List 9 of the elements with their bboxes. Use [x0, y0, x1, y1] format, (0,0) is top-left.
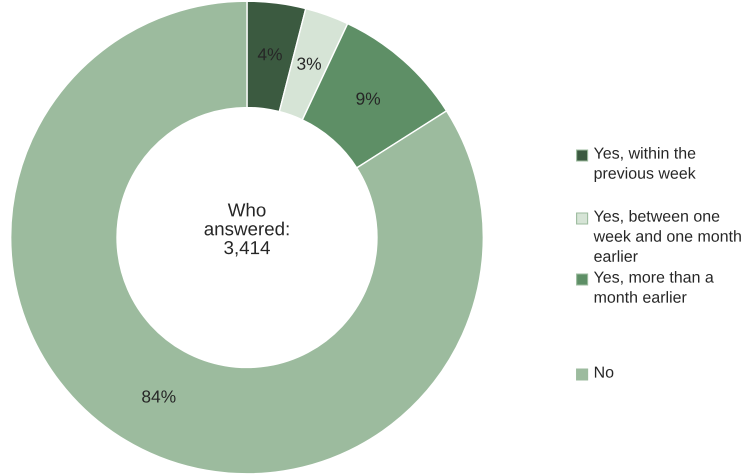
data-label: 9% — [356, 92, 380, 105]
legend-label: Yes, between one week and one month earlier — [594, 210, 741, 262]
text: Who answered: 3,414 — [204, 202, 289, 256]
legend-label: No — [594, 366, 614, 378]
legend-label: Yes, more than a month earlier — [594, 271, 714, 303]
data-label: 3% — [297, 58, 321, 70]
data-label: 84% — [142, 390, 176, 403]
donut-slice — [10, 0, 484, 475]
legend-label: Yes, within the previous week — [594, 147, 696, 182]
